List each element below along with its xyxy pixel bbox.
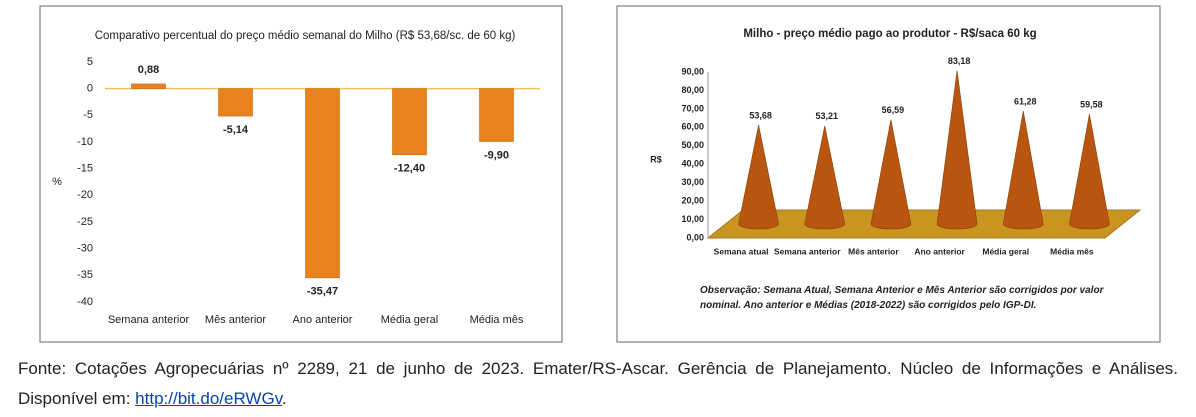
cone bbox=[1002, 110, 1044, 230]
x-tick-label: Média mês bbox=[470, 314, 524, 326]
value-label: 56,59 bbox=[882, 105, 905, 115]
value-label: -12,40 bbox=[394, 163, 425, 175]
y-tick-label: -5 bbox=[83, 109, 93, 121]
x-tick-label: Média mês bbox=[1050, 246, 1094, 256]
bar bbox=[392, 88, 427, 156]
y-tick-label: -25 bbox=[77, 216, 93, 228]
cone bbox=[870, 119, 912, 230]
cone bbox=[1069, 114, 1110, 230]
value-label: -5,14 bbox=[223, 124, 249, 136]
y-axis-label: R$ bbox=[650, 154, 662, 164]
cone bbox=[738, 124, 779, 230]
y-tick-label: 10,00 bbox=[681, 214, 704, 224]
y-tick-label: -30 bbox=[77, 243, 93, 255]
bar bbox=[131, 83, 166, 89]
value-label: 0,88 bbox=[138, 64, 159, 76]
caption: Fonte: Cotações Agropecuárias nº 2289, 2… bbox=[18, 354, 1178, 414]
y-tick-label: 80,00 bbox=[681, 85, 704, 95]
x-tick-label: Ano anterior bbox=[293, 314, 353, 326]
cone bbox=[936, 70, 978, 230]
value-label: 61,28 bbox=[1014, 96, 1037, 106]
charts: Comparativo percentual do preço médio se… bbox=[39, 5, 1161, 343]
value-label: -35,47 bbox=[307, 286, 338, 298]
y-tick-label: -35 bbox=[77, 269, 93, 281]
y-tick-label: 0 bbox=[87, 83, 93, 95]
value-label: 83,18 bbox=[948, 56, 971, 66]
y-tick-label: 60,00 bbox=[681, 122, 704, 132]
x-tick-label: Semana anterior bbox=[774, 246, 841, 256]
x-tick-label: Semana anterior bbox=[108, 314, 190, 326]
caption-end: . bbox=[281, 389, 287, 408]
y-tick-label: 40,00 bbox=[681, 159, 704, 169]
cone bbox=[804, 125, 846, 230]
x-tick-label: Semana atual bbox=[714, 246, 769, 256]
x-tick-label: Mês anterior bbox=[205, 314, 266, 326]
x-tick-label: Média geral bbox=[982, 246, 1029, 256]
y-axis-label: % bbox=[52, 176, 62, 188]
y-tick-label: 90,00 bbox=[681, 66, 704, 76]
chart-note: Observação: Semana Atual, Semana Anterio… bbox=[700, 285, 1104, 311]
caption-text: Fonte: Cotações Agropecuárias nº 2289, 2… bbox=[18, 359, 1178, 408]
x-tick-label: Mês anterior bbox=[848, 246, 899, 256]
value-label: 59,58 bbox=[1080, 99, 1103, 109]
value-label: -9,90 bbox=[484, 149, 509, 161]
bar bbox=[218, 88, 253, 117]
x-tick-label: Média geral bbox=[381, 314, 438, 326]
x-tick-label: Ano anterior bbox=[914, 246, 965, 256]
y-tick-label: 70,00 bbox=[681, 103, 704, 113]
y-tick-label: 30,00 bbox=[681, 177, 704, 187]
y-tick-label: -10 bbox=[77, 136, 93, 148]
y-tick-label: 20,00 bbox=[681, 195, 704, 205]
chart-title: Comparativo percentual do preço médio se… bbox=[95, 30, 516, 42]
bar bbox=[479, 88, 514, 142]
chart-title: Milho - preço médio pago ao produtor - R… bbox=[743, 28, 1036, 40]
value-label: 53,21 bbox=[815, 111, 838, 121]
caption-link[interactable]: http://bit.do/eRWGv bbox=[135, 389, 282, 408]
bar bbox=[305, 88, 340, 279]
chart-frame bbox=[39, 5, 563, 343]
y-tick-label: -40 bbox=[77, 296, 93, 308]
y-tick-label: -20 bbox=[77, 189, 93, 201]
value-label: 53,68 bbox=[749, 110, 772, 120]
y-tick-label: 5 bbox=[87, 56, 93, 68]
y-tick-label: 50,00 bbox=[681, 140, 704, 150]
y-tick-label: -15 bbox=[77, 163, 93, 175]
y-tick-label: 0,00 bbox=[686, 232, 704, 242]
